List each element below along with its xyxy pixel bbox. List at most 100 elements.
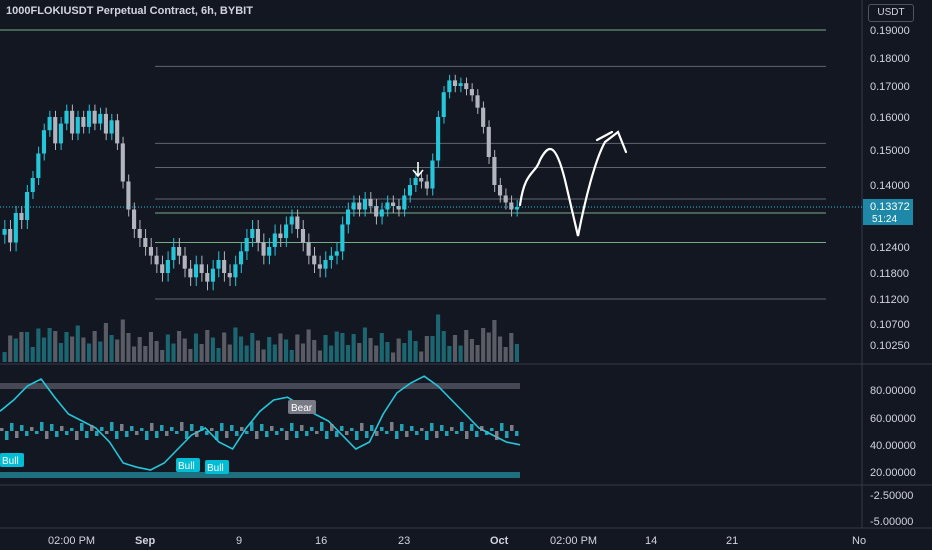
histogram-bar [25, 431, 29, 436]
projection-path [518, 130, 628, 237]
candle [233, 264, 238, 278]
volume-bar [295, 334, 300, 362]
time-tick-label: 23 [398, 535, 410, 547]
histogram-bar [385, 431, 389, 434]
volume-bar [362, 327, 367, 362]
candle [289, 216, 294, 225]
volume-bar [413, 341, 418, 362]
histogram-bar [270, 426, 274, 431]
volume-bar [497, 336, 503, 362]
histogram-bar [335, 431, 339, 437]
chart-title: 1000FLOKIUSDT Perpetual Contract, 6h, BY… [6, 5, 253, 17]
histogram-bar [315, 431, 319, 434]
histogram-bar [435, 431, 439, 438]
volume-bar [452, 335, 458, 362]
bull-label: Bull [207, 463, 224, 474]
volume-bar [323, 335, 328, 362]
histogram-bar [70, 428, 74, 431]
candle [407, 185, 413, 196]
candle [464, 83, 469, 90]
histogram-bar [105, 431, 109, 434]
histogram-bar [235, 431, 239, 436]
candle [272, 233, 277, 247]
candle [25, 192, 30, 220]
histogram-bar [185, 431, 189, 439]
volume-bar [430, 336, 435, 362]
histogram-bar [245, 431, 249, 434]
histogram-bar [375, 431, 379, 436]
candle [396, 206, 401, 210]
volume-bar [8, 335, 13, 362]
candle [53, 117, 58, 144]
histogram-bar [480, 426, 484, 431]
histogram-bar [170, 427, 174, 431]
volume-bar [81, 337, 86, 362]
volume-bar [334, 331, 339, 362]
volume-bar [289, 350, 294, 362]
histogram-bar [355, 431, 359, 440]
volume-bar [255, 340, 260, 362]
volume-bar [165, 334, 170, 362]
histogram-bar [155, 431, 159, 438]
candle [317, 264, 322, 269]
oscillator-line [0, 375, 521, 471]
volume-bar [374, 345, 379, 362]
volume-bar [357, 343, 362, 362]
volume-bar [475, 345, 480, 362]
volume-bar [436, 314, 441, 362]
volume-bar [120, 319, 125, 362]
candle [64, 110, 69, 124]
candle [103, 113, 108, 134]
candle [47, 117, 52, 131]
histogram-bar [400, 424, 404, 431]
volume-bar [216, 348, 221, 362]
candle [300, 229, 306, 243]
candle [13, 213, 18, 243]
candle [137, 229, 142, 238]
histogram-bar [485, 431, 489, 435]
histogram-bar [500, 423, 504, 431]
candle [385, 202, 390, 210]
sub-tick-label: -5.00000 [870, 516, 913, 528]
histogram-bar [145, 431, 149, 440]
volume-bar [329, 345, 334, 362]
candle [362, 199, 367, 210]
histogram-bar [405, 431, 409, 437]
histogram-bar [260, 424, 264, 431]
volume-bar [58, 343, 63, 362]
candle [160, 264, 165, 273]
countdown-label: 51:24 [872, 214, 897, 225]
volume-bar [267, 337, 272, 362]
volume-bar [464, 330, 469, 362]
histogram-bar [460, 422, 464, 431]
volume-bar [261, 349, 266, 362]
candle [374, 206, 379, 217]
candle [19, 213, 24, 220]
candle [115, 120, 120, 144]
candle [391, 202, 396, 206]
candle [41, 130, 47, 154]
currency-selector[interactable]: USDT [868, 4, 914, 22]
volume-bar [492, 320, 497, 362]
histogram-bar [85, 431, 89, 438]
histogram-bar [330, 424, 334, 431]
oscillator-tick-label: 20.00000 [870, 467, 916, 479]
overbought-band [0, 383, 520, 389]
time-tick-label: 16 [315, 535, 327, 547]
candle [75, 117, 80, 134]
price-tick-label: 0.11800 [870, 268, 909, 280]
histogram-bar [465, 431, 469, 439]
histogram-bar [370, 425, 374, 431]
price-tick-label: 0.17000 [870, 81, 910, 93]
candle [177, 247, 182, 256]
histogram-bar [60, 426, 64, 431]
histogram-bar [415, 431, 419, 435]
candle [58, 123, 63, 144]
price-tick-label: 0.12400 [870, 242, 910, 254]
volume-bar [227, 344, 232, 362]
histogram-bar [10, 423, 14, 431]
candle [351, 202, 356, 210]
volume-bar [284, 339, 289, 362]
candle [357, 202, 362, 210]
